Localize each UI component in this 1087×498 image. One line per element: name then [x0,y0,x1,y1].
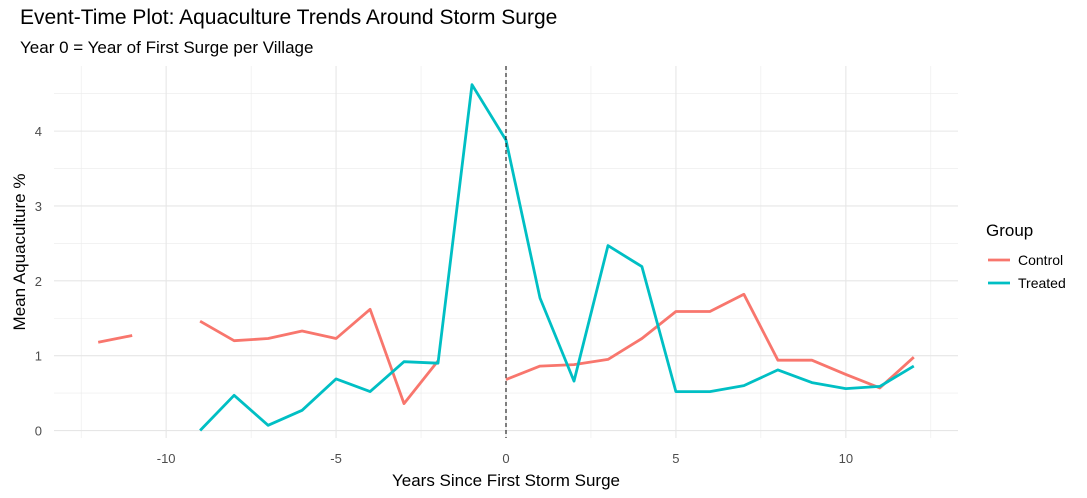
series-line-control [505,292,915,390]
legend-title: Group [986,221,1033,240]
y-tick-label: 3 [35,199,42,214]
y-tick-label: 4 [35,124,42,139]
x-tick-label: -10 [157,451,176,466]
chart-subtitle: Year 0 = Year of First Surge per Village [20,38,314,57]
chart-title: Event-Time Plot: Aquaculture Trends Arou… [20,6,558,29]
legend-label-treated: Treated [1018,275,1066,291]
x-axis-label: Years Since First Storm Surge [392,471,620,490]
x-tick-label: -5 [330,451,342,466]
x-tick-label: 0 [502,451,509,466]
x-tick-label: 10 [839,451,853,466]
series-line-control [97,334,133,344]
series-line-treated [199,83,915,432]
series-line-control [199,307,440,406]
x-tick-label: 5 [672,451,679,466]
y-axis-label: Mean Aquaculture % [10,174,29,331]
y-tick-label: 0 [35,424,42,439]
y-tick-label: 2 [35,274,42,289]
legend-label-control: Control [1018,252,1063,268]
y-tick-label: 1 [35,349,42,364]
